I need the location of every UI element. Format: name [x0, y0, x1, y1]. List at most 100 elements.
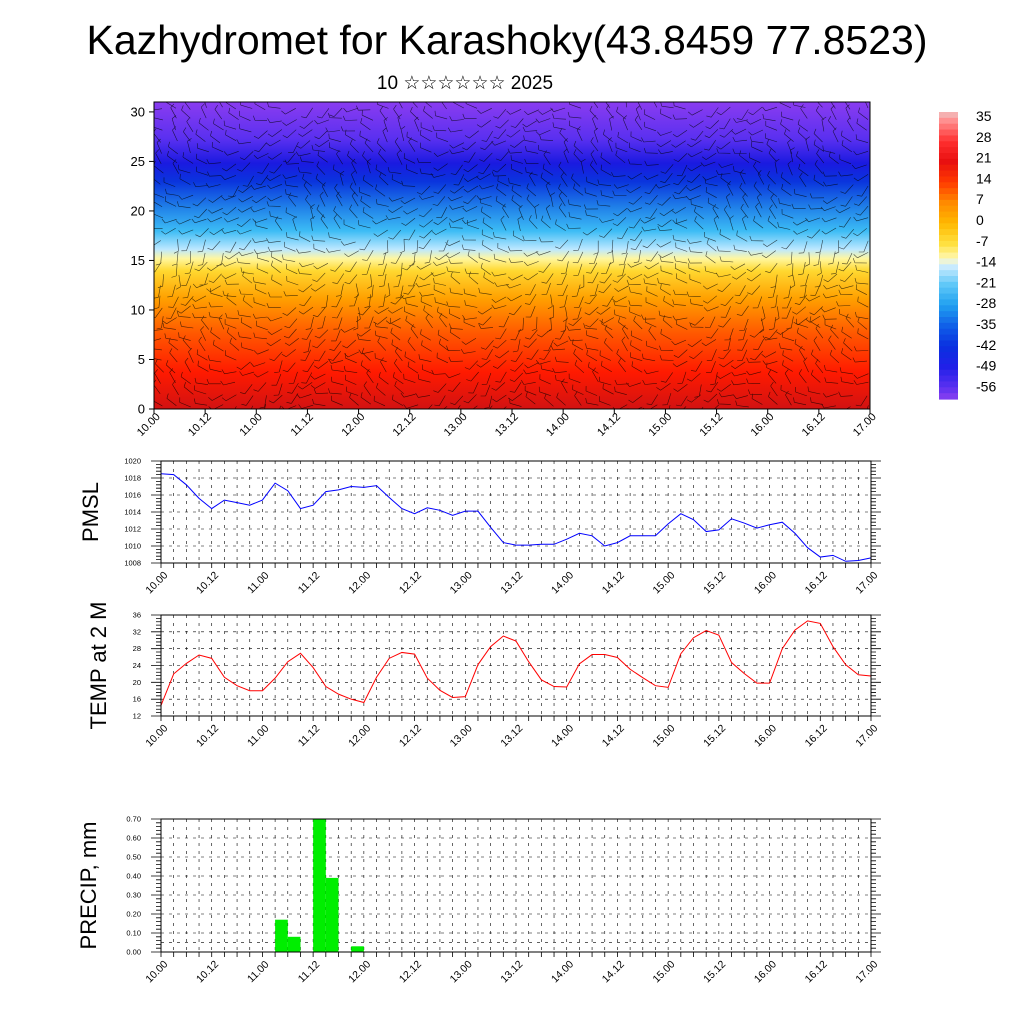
colorbar-cell	[939, 293, 958, 301]
colorbar-label: -56	[976, 378, 996, 394]
colorbar: 35 28 21 14 7 0 -7 -14 -21 -28 -35 -42 -49 -56	[939, 108, 996, 400]
x-tick-label: 13.00	[448, 958, 475, 985]
colorbar-cell	[939, 141, 958, 148]
x-tick-label: 13.12	[498, 722, 525, 749]
grid-lines	[160, 819, 872, 952]
grid-lines	[160, 615, 872, 716]
colorbar-cell	[939, 252, 958, 260]
colorbar-cell	[939, 340, 958, 347]
colorbar-cell	[939, 194, 958, 201]
y-tick-label: 25	[131, 154, 145, 169]
colorbar-cell	[939, 311, 958, 318]
x-tick-label: 15.00	[650, 569, 677, 596]
colorbar-label: -7	[976, 233, 989, 249]
colorbar-cell	[939, 287, 958, 295]
colorbar-label: 14	[976, 170, 992, 186]
x-tick-label: 15.12	[701, 569, 728, 596]
y-tick-label: 0.10	[126, 929, 141, 938]
y-tick-label: 1012	[124, 525, 141, 534]
x-tick-label: 10.12	[194, 958, 221, 985]
x-tick-label: 14.12	[600, 958, 627, 985]
colorbar-cell	[939, 299, 958, 306]
x-tick-label: 15.12	[701, 958, 728, 985]
x-tick-label: 14.12	[600, 569, 627, 596]
temp-line	[160, 620, 872, 706]
y-tick-label: 30	[131, 104, 145, 119]
x-tick-label: 11.00	[237, 411, 264, 438]
colorbar-label: -14	[976, 254, 996, 270]
chart-subtitle: 10 ☆☆☆☆☆☆ 2025	[376, 73, 554, 94]
y-tick-label: 0.50	[126, 853, 141, 862]
x-tick-label: 13.12	[498, 569, 525, 596]
y-tick-label: 12	[133, 712, 141, 721]
precip-bar	[325, 877, 339, 952]
x-tick-label: 14.00	[549, 569, 576, 596]
colorbar-label: 35	[976, 108, 992, 124]
colorbar-cell	[939, 276, 958, 283]
colorbar-cell	[939, 229, 958, 236]
colorbar-label: 7	[976, 191, 984, 207]
x-tick-label: 11.00	[245, 723, 272, 750]
y-axis-title: PRECIP, mm	[76, 822, 101, 950]
axis-ticks	[151, 614, 881, 721]
colorbar-cell	[939, 393, 958, 400]
axis-ticks	[151, 818, 881, 957]
precip-bar	[275, 919, 288, 952]
x-tick-label: 10.00	[143, 569, 170, 596]
x-tick-label: 13.00	[448, 569, 475, 596]
x-tick-label: 13.00	[442, 411, 470, 439]
y-tick-label: 32	[133, 627, 141, 636]
colorbar-cell	[939, 117, 958, 125]
y-tick-label: 0.00	[126, 948, 141, 957]
y-tick-label: 0.30	[126, 891, 141, 900]
colorbar-label: 21	[976, 150, 992, 166]
colorbar-cell	[939, 358, 958, 365]
colorbar-cell	[939, 375, 958, 383]
colorbar-cell	[939, 369, 958, 377]
y-tick-label: 16	[133, 695, 141, 704]
colorbar-label: -28	[976, 295, 996, 311]
colorbar-cell	[939, 352, 958, 359]
x-tick-label: 11.12	[296, 959, 323, 986]
colorbar-cell	[939, 205, 958, 213]
x-tick-label: 17.00	[853, 722, 880, 749]
x-tick-label: 14.12	[595, 411, 623, 439]
colorbar-cell	[939, 240, 958, 248]
colorbar-cell	[939, 129, 958, 137]
x-tick-label: 16.12	[800, 411, 828, 439]
y-tick-label: 0.40	[126, 872, 141, 881]
y-axis-title: TEMP at 2 M	[86, 602, 111, 730]
y-tick-label: 1008	[124, 559, 141, 568]
colorbar-cell	[939, 346, 958, 353]
y-tick-label: 5	[138, 352, 145, 367]
x-tick-label: 17.00	[851, 411, 879, 439]
x-tick-label: 16.00	[752, 958, 779, 985]
y-tick-label: 15	[131, 253, 145, 268]
y-tick-label: 1020	[124, 457, 141, 466]
colorbar-label: -49	[976, 358, 996, 374]
colorbar-cell	[939, 246, 958, 254]
colorbar-cell	[939, 328, 958, 336]
y-tick-label: 0.20	[126, 910, 141, 919]
colorbar-cell	[939, 305, 958, 312]
colorbar-cell	[939, 158, 958, 166]
y-tick-label: 0.60	[126, 834, 141, 843]
x-tick-label: 12.12	[397, 569, 424, 596]
x-tick-label: 10.00	[143, 722, 170, 749]
colorbar-label: 28	[976, 129, 992, 145]
x-tick-label: 16.12	[803, 722, 830, 749]
y-tick-label: 1010	[124, 542, 141, 551]
y-tick-label: 28	[133, 644, 141, 653]
x-tick-label: 10.12	[186, 411, 214, 439]
x-tick-label: 16.00	[752, 722, 779, 749]
colorbar-cell	[939, 211, 958, 219]
colorbar-cell	[939, 258, 958, 265]
y-tick-label: 24	[133, 661, 141, 670]
x-tick-label: 12.12	[397, 958, 424, 985]
precip-bar	[287, 936, 301, 952]
x-tick-label: 16.00	[752, 569, 779, 596]
